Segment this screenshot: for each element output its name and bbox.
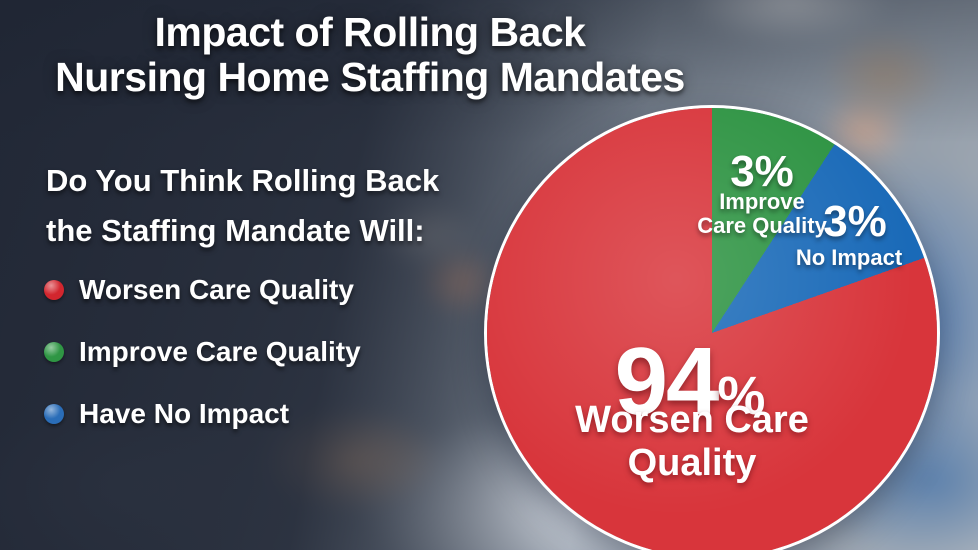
big-value: 94 bbox=[614, 328, 720, 435]
legend-label: Worsen Care Quality bbox=[79, 274, 354, 305]
legend-dot-green bbox=[44, 342, 64, 362]
slice-value-no-impact: 3% bbox=[823, 197, 887, 246]
slice-label-worsen: Worsen Care Quality bbox=[575, 399, 809, 484]
slice-value-worsen: 94% bbox=[615, 327, 766, 437]
title-line-1: Impact of Rolling Back bbox=[154, 9, 586, 55]
legend-dot-blue bbox=[44, 404, 64, 424]
question-text: Do You Think Rolling Back the Staffing M… bbox=[46, 156, 439, 256]
page-title: Impact of Rolling Back Nursing Home Staf… bbox=[40, 10, 700, 100]
legend-item-improve: Improve Care Quality bbox=[44, 336, 361, 368]
slice-label-improve: Improve Care Quality bbox=[697, 189, 827, 238]
pie-chart bbox=[487, 108, 937, 550]
legend-item-worsen: Worsen Care Quality bbox=[44, 274, 361, 306]
question-line-2: the Staffing Mandate Will: bbox=[46, 213, 425, 248]
legend-dot-red bbox=[44, 280, 64, 300]
question-line-1: Do You Think Rolling Back bbox=[46, 163, 440, 198]
title-line-2: Nursing Home Staffing Mandates bbox=[55, 54, 685, 100]
legend: Worsen Care Quality Improve Care Quality… bbox=[44, 274, 361, 460]
slice-label-no-impact: No Impact bbox=[795, 245, 903, 270]
legend-label: Have No Impact bbox=[79, 398, 290, 429]
legend-item-no-impact: Have No Impact bbox=[44, 398, 361, 430]
slice-value-improve: 3% bbox=[730, 147, 794, 196]
big-unit: % bbox=[717, 366, 766, 426]
legend-label: Improve Care Quality bbox=[79, 336, 361, 367]
